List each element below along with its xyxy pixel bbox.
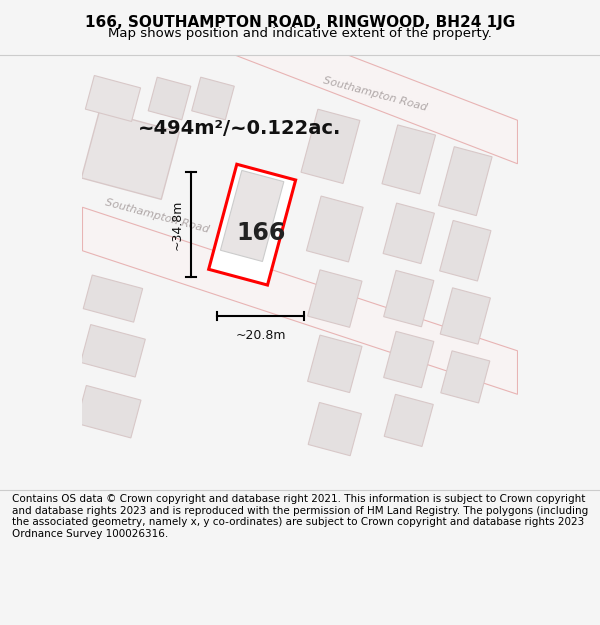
Polygon shape (383, 271, 434, 327)
Polygon shape (220, 171, 284, 261)
Polygon shape (209, 164, 296, 285)
Text: 166: 166 (236, 221, 286, 246)
Polygon shape (82, 111, 179, 199)
Polygon shape (191, 78, 235, 120)
Polygon shape (148, 78, 191, 120)
Polygon shape (383, 203, 434, 264)
Text: Southampton Road: Southampton Road (322, 76, 428, 113)
Polygon shape (235, 11, 517, 164)
Text: 166, SOUTHAMPTON ROAD, RINGWOOD, BH24 1JG: 166, SOUTHAMPTON ROAD, RINGWOOD, BH24 1J… (85, 16, 515, 31)
Text: ~34.8m: ~34.8m (170, 199, 184, 250)
Polygon shape (382, 125, 436, 194)
Polygon shape (308, 402, 361, 456)
Polygon shape (307, 196, 363, 262)
Polygon shape (308, 335, 362, 392)
Text: ~20.8m: ~20.8m (236, 329, 286, 342)
Polygon shape (384, 394, 433, 446)
Polygon shape (441, 351, 490, 403)
Polygon shape (85, 76, 140, 121)
Polygon shape (82, 208, 517, 394)
Text: Contains OS data © Crown copyright and database right 2021. This information is : Contains OS data © Crown copyright and d… (12, 494, 588, 539)
Polygon shape (440, 288, 490, 344)
Text: ~494m²/~0.122ac.: ~494m²/~0.122ac. (137, 119, 341, 139)
Polygon shape (80, 324, 145, 377)
Polygon shape (308, 270, 362, 328)
Polygon shape (439, 147, 492, 216)
Text: Map shows position and indicative extent of the property.: Map shows position and indicative extent… (108, 27, 492, 39)
Polygon shape (76, 386, 141, 438)
Polygon shape (440, 221, 491, 281)
Polygon shape (83, 275, 143, 322)
Polygon shape (301, 109, 360, 184)
Polygon shape (383, 331, 434, 388)
Text: Southampton Road: Southampton Road (104, 198, 211, 234)
